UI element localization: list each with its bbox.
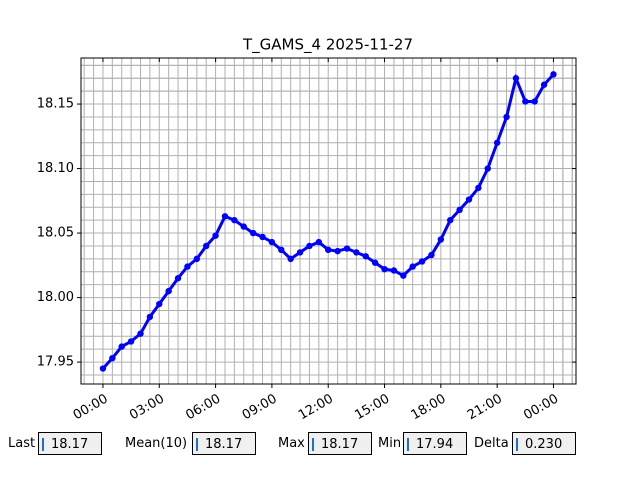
stat-value-box[interactable]: 18.17 <box>308 432 372 455</box>
data-point <box>465 196 473 203</box>
x-tick-label: 21:00 <box>465 392 505 424</box>
data-point <box>174 275 182 282</box>
data-point <box>390 267 398 274</box>
x-tick-label: 12:00 <box>296 392 336 424</box>
data-point <box>259 233 266 241</box>
data-point <box>315 238 323 246</box>
stat-label: Min <box>378 436 402 451</box>
data-point <box>278 246 285 254</box>
data-point <box>306 242 313 250</box>
stat-label: Max <box>278 436 305 451</box>
x-tick-label: 00:00 <box>71 392 111 424</box>
plot-frame <box>80 57 577 385</box>
data-point <box>334 247 341 255</box>
data-point <box>118 343 125 350</box>
stat-value-box[interactable]: 17.94 <box>403 432 467 455</box>
data-point <box>156 300 163 308</box>
data-point <box>512 75 520 82</box>
data-point <box>437 236 445 243</box>
stat-value-box[interactable]: 18.17 <box>38 432 102 455</box>
data-point <box>353 249 360 256</box>
data-point <box>127 338 135 345</box>
y-tick-label: 17.95 <box>37 355 74 370</box>
y-tick-label: 18.05 <box>37 226 74 241</box>
data-point <box>550 71 557 78</box>
data-point <box>137 330 144 337</box>
data-point <box>418 258 426 265</box>
chart-title: T_GAMS_4 2025-11-27 <box>242 36 413 55</box>
data-point <box>231 216 238 224</box>
data-point <box>146 313 154 321</box>
data-point <box>99 365 107 372</box>
data-point <box>522 98 529 105</box>
data-point <box>381 265 388 273</box>
x-tick-label: 18:00 <box>409 392 449 424</box>
stat-value-box[interactable]: 0.230 <box>512 432 576 455</box>
data-point <box>109 354 116 362</box>
x-tick-label: 09:00 <box>240 392 280 424</box>
data-point <box>212 232 219 239</box>
data-point <box>493 139 501 146</box>
data-point <box>296 249 304 256</box>
data-point <box>428 251 435 259</box>
stat-label: Last <box>8 436 36 451</box>
data-point <box>203 242 210 250</box>
data-point <box>165 287 172 295</box>
data-point <box>400 272 407 279</box>
stat-label: Delta <box>474 436 509 451</box>
data-point <box>249 229 257 237</box>
data-point <box>503 113 510 121</box>
stat-label: Mean(10) <box>125 436 188 451</box>
data-point <box>447 216 454 224</box>
data-point <box>371 259 379 266</box>
y-tick-label: 18.15 <box>37 97 74 112</box>
x-tick-label: 15:00 <box>352 392 392 424</box>
data-point <box>540 81 548 88</box>
data-point <box>484 165 491 172</box>
stat-value-box[interactable]: 18.17 <box>192 432 256 455</box>
data-point <box>456 206 463 214</box>
data-point <box>343 245 351 252</box>
data-point <box>240 223 247 230</box>
y-tick-label: 18.00 <box>37 290 74 305</box>
data-point <box>409 263 416 270</box>
data-point <box>475 184 482 192</box>
chart: T_GAMS_4 2025-11-27 17.95 18.00 18.05 18.10… <box>37 36 577 424</box>
data-point <box>193 255 201 263</box>
data-point <box>184 263 191 270</box>
x-tick-label: 03:00 <box>127 392 167 424</box>
data-point <box>221 213 229 220</box>
x-tick-label: 06:00 <box>183 392 223 424</box>
data-point <box>325 246 332 254</box>
data-point <box>287 255 294 263</box>
x-tick-label: 00:00 <box>521 392 561 424</box>
data-point <box>362 253 369 260</box>
data-point <box>531 98 538 105</box>
y-tick-label: 18.10 <box>37 161 74 176</box>
data-point <box>268 238 276 246</box>
